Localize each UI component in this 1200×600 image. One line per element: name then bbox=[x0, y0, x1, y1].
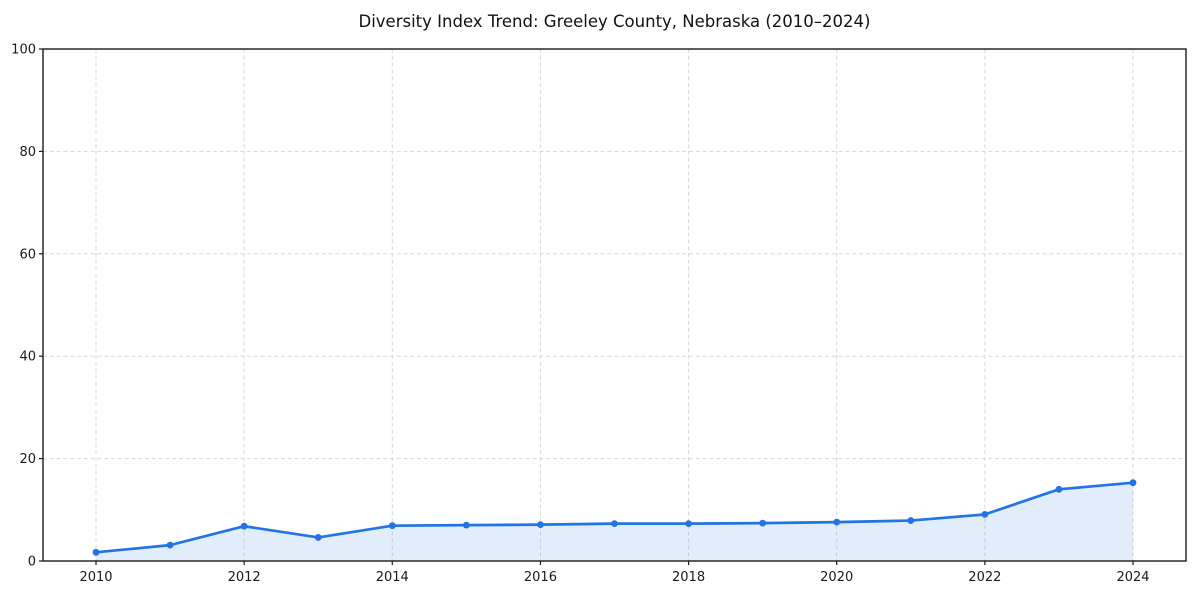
data-point-2024 bbox=[1129, 479, 1137, 487]
x-tick-label-2024: 2024 bbox=[1116, 570, 1149, 585]
data-point-2011 bbox=[166, 541, 174, 549]
data-point-2023 bbox=[1055, 485, 1063, 493]
x-tick-label-2016: 2016 bbox=[524, 570, 557, 585]
x-tick-label-2010: 2010 bbox=[79, 570, 112, 585]
x-tick-label-2022: 2022 bbox=[968, 570, 1001, 585]
axes-spines bbox=[42, 48, 1187, 562]
data-point-2020 bbox=[833, 518, 841, 526]
data-point-2015 bbox=[462, 521, 470, 529]
y-tick-label-60: 60 bbox=[19, 247, 36, 262]
data-point-2014 bbox=[388, 522, 396, 530]
series-area-fill bbox=[96, 482, 1133, 561]
y-tick-label-100: 100 bbox=[11, 43, 36, 58]
y-tick-label-20: 20 bbox=[19, 452, 36, 467]
data-point-2021 bbox=[907, 517, 915, 524]
chart-title: Diversity Index Trend: Greeley County, N… bbox=[358, 12, 871, 31]
x-tick-label-2020: 2020 bbox=[820, 570, 853, 585]
data-point-2016 bbox=[537, 521, 544, 529]
x-tick-label-2012: 2012 bbox=[228, 570, 261, 585]
data-point-2012 bbox=[240, 522, 248, 530]
x-tick-label-2018: 2018 bbox=[672, 570, 705, 585]
data-point-2017 bbox=[611, 520, 618, 528]
y-tick-label-0: 0 bbox=[28, 555, 36, 570]
data-point-2019 bbox=[759, 519, 767, 527]
data-point-2022 bbox=[981, 511, 989, 518]
data-point-2013 bbox=[314, 534, 322, 541]
data-point-2018 bbox=[685, 520, 692, 528]
y-tick-label-40: 40 bbox=[19, 350, 36, 365]
y-tick-label-80: 80 bbox=[19, 145, 36, 160]
x-tick-label-2014: 2014 bbox=[376, 570, 409, 585]
data-point-2010 bbox=[92, 548, 100, 556]
